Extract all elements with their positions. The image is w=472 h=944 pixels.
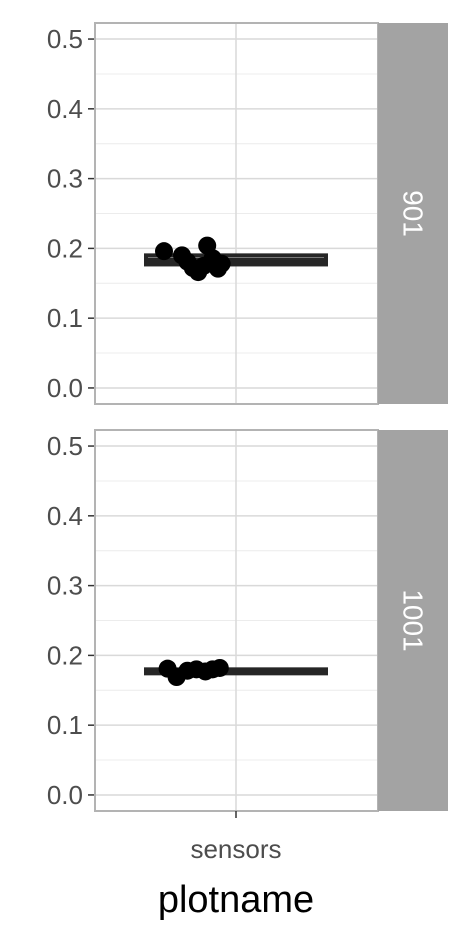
- y-tick-label: 0.0: [47, 780, 83, 810]
- x-axis-title: plotname: [158, 879, 314, 921]
- facet-strip-label: 901: [398, 190, 429, 237]
- facet-strip: [378, 430, 448, 811]
- facet-panel-901: 0.0 0.1 0.2 0.3 0.4 0.5 901: [47, 22, 448, 405]
- y-tick-label: 0.4: [47, 94, 83, 124]
- y-tick-label: 0.2: [47, 233, 83, 263]
- y-tick-label: 0.2: [47, 640, 83, 670]
- data-point: [212, 254, 231, 273]
- y-tick-label: 0.0: [47, 373, 83, 403]
- data-point: [210, 658, 229, 677]
- y-tick-label: 0.5: [47, 24, 83, 54]
- x-tick-label-sensors: sensors: [190, 834, 281, 864]
- y-tick-label: 0.3: [47, 571, 83, 601]
- y-tick-label: 0.5: [47, 431, 83, 461]
- facet-strip: [378, 23, 448, 404]
- y-tick-label: 0.4: [47, 501, 83, 531]
- y-tick-label: 0.3: [47, 164, 83, 194]
- y-tick-label: 0.1: [47, 303, 83, 333]
- facet-strip-label: 1001: [398, 589, 429, 651]
- facet-panel-1001: 0.0 0.1 0.2 0.3 0.4 0.5 1001: [47, 429, 448, 812]
- facets-layer: 0.0 0.1 0.2 0.3 0.4 0.5 901 0.0 0.1 0.2 0.3 0.4 0.5 1…: [47, 22, 448, 818]
- y-tick-label: 0.1: [47, 710, 83, 740]
- data-point: [155, 242, 173, 261]
